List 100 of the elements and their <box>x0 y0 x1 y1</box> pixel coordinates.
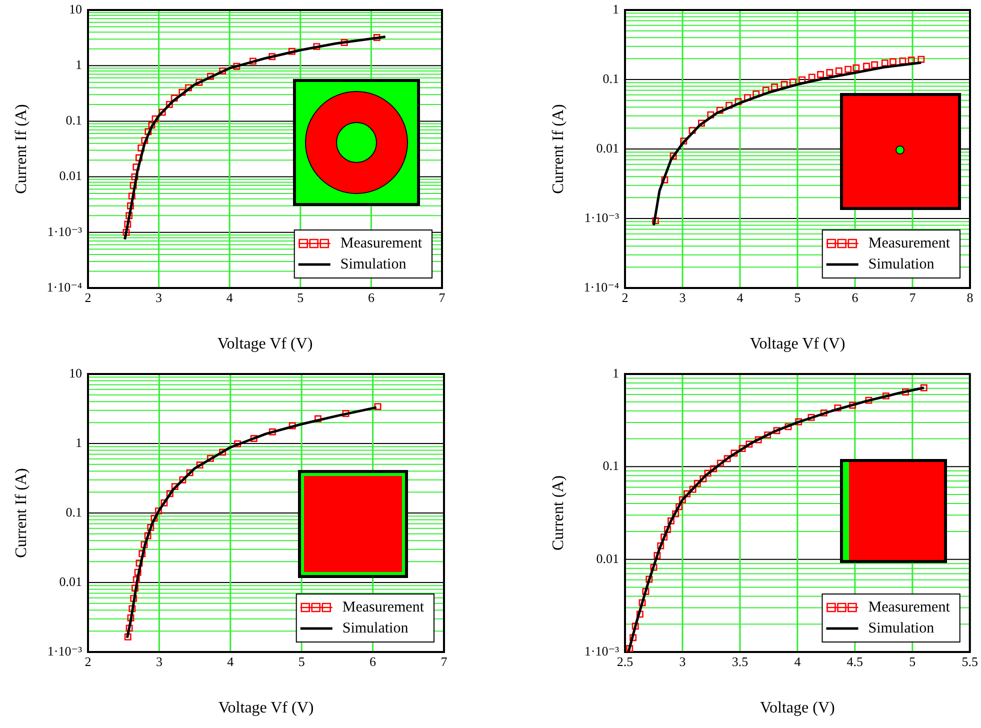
point <box>672 510 680 518</box>
point <box>128 605 136 612</box>
x-tick-label: 3 <box>156 290 162 306</box>
legend-label: Measurement <box>868 235 951 252</box>
y-tick-label: 1 <box>76 434 82 450</box>
x-tick-label: 2.5 <box>616 654 634 670</box>
x-tick-label: 3 <box>679 290 686 306</box>
y-tick-label: 0.1 <box>66 504 82 520</box>
point <box>863 62 870 70</box>
y-tick-label: 0.1 <box>602 70 619 86</box>
point <box>664 526 672 533</box>
point <box>817 71 824 78</box>
point <box>250 435 258 442</box>
y-tick-label: 1·10⁻⁴ <box>46 279 82 294</box>
point <box>738 445 746 452</box>
y-tick-label: 0.1 <box>66 112 82 128</box>
point <box>638 599 646 606</box>
point <box>771 84 778 90</box>
point <box>150 514 158 522</box>
point <box>899 57 906 64</box>
x-tick-label: 8 <box>966 290 974 306</box>
point <box>124 633 132 640</box>
point <box>918 56 925 63</box>
point <box>152 115 159 122</box>
point <box>642 588 650 595</box>
point <box>835 67 842 74</box>
point <box>679 496 686 504</box>
y-tick-label: 0.01 <box>596 550 619 566</box>
point <box>122 228 130 236</box>
point <box>657 542 664 550</box>
point <box>374 403 382 410</box>
point <box>920 384 928 392</box>
x-tick-label: 2 <box>84 290 92 306</box>
point <box>808 414 815 421</box>
point <box>207 72 214 80</box>
x-tick-label: 7 <box>909 290 916 306</box>
point <box>171 483 178 490</box>
y-tick-label: 0.01 <box>596 140 619 156</box>
y-axis-title: Current If (A) <box>12 104 30 194</box>
y-tick-label: 0.01 <box>59 574 82 589</box>
point <box>688 126 696 134</box>
y-tick-label: 1·10⁻³ <box>584 643 620 658</box>
point <box>128 192 136 200</box>
point <box>340 39 348 46</box>
point <box>132 164 140 170</box>
point <box>808 74 816 81</box>
point <box>734 98 742 106</box>
x-tick-label: 7 <box>438 290 446 306</box>
point <box>826 69 834 76</box>
y-tick-label: 1 <box>612 1 619 16</box>
point <box>144 532 152 540</box>
point <box>834 404 842 412</box>
point <box>908 56 915 64</box>
point <box>632 622 639 630</box>
y-tick-label: 1 <box>76 57 82 72</box>
x-tick-label: 3 <box>156 654 162 670</box>
point <box>166 490 174 498</box>
point <box>233 62 240 70</box>
point <box>889 58 896 66</box>
point <box>707 111 714 118</box>
point <box>871 61 878 68</box>
point <box>744 94 751 102</box>
point <box>820 409 828 416</box>
point <box>166 100 173 108</box>
point <box>795 418 802 426</box>
point <box>134 568 142 576</box>
x-tick-label: 6 <box>370 654 377 670</box>
point <box>170 94 178 102</box>
point <box>136 154 142 162</box>
point <box>158 108 166 116</box>
y-axis-title: Current If (A) <box>550 104 567 194</box>
point <box>179 476 186 484</box>
point <box>288 422 296 430</box>
y-axis-title: Current If (A) <box>12 468 30 558</box>
point <box>694 480 701 487</box>
legend-label: Simulation <box>340 256 407 272</box>
point <box>754 436 762 444</box>
point <box>650 564 658 571</box>
point <box>724 455 731 462</box>
point <box>131 173 138 180</box>
point <box>661 176 668 184</box>
point <box>126 624 133 632</box>
point <box>373 34 380 41</box>
point <box>196 462 204 469</box>
point <box>144 128 152 136</box>
y-tick-label: 0.01 <box>59 168 82 184</box>
x-tick-label: 4 <box>226 290 234 306</box>
point <box>684 490 691 498</box>
point <box>652 217 659 224</box>
point <box>234 440 241 448</box>
x-tick-label: 7 <box>440 654 448 670</box>
point <box>773 427 780 434</box>
y-tick-label: 1·10⁻³ <box>47 643 82 658</box>
legend-label: Measurement <box>340 235 423 252</box>
x-tick-label: 4.5 <box>846 654 864 670</box>
point <box>313 43 320 50</box>
point <box>746 440 753 448</box>
point <box>288 48 296 55</box>
point <box>186 469 194 476</box>
y-tick-label: 10 <box>69 365 82 380</box>
